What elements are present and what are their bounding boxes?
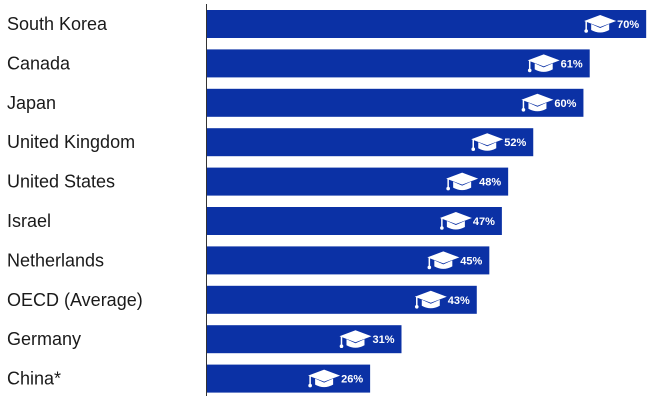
graduation-cap-icon (471, 133, 504, 151)
value-label: 43% (448, 295, 470, 307)
value-label: 47% (473, 216, 495, 228)
value-label: 26% (341, 374, 363, 386)
graduation-cap-icon (446, 172, 479, 191)
bar (207, 364, 371, 393)
category-label: Canada (7, 53, 71, 73)
bar-row: South Korea 70% (7, 10, 647, 38)
graduation-cap-icon (439, 212, 472, 230)
category-label: Germany (7, 329, 81, 349)
category-label: United Kingdom (7, 132, 135, 152)
bar-row: United States 48% (7, 167, 509, 196)
graduation-cap-icon (414, 290, 447, 309)
bar-row: United Kingdom 52% (7, 128, 534, 157)
value-label: 45% (460, 255, 482, 267)
category-label: Netherlands (7, 250, 104, 270)
category-label: China* (7, 369, 61, 389)
bar-row: Germany 31% (7, 325, 402, 354)
value-label: 48% (479, 177, 501, 189)
category-label: South Korea (7, 14, 108, 34)
bar (207, 49, 590, 78)
value-label: 61% (561, 58, 583, 70)
graduation-cap-icon (427, 251, 460, 270)
bar (207, 88, 584, 117)
category-label: OECD (Average) (7, 290, 143, 310)
bar-row: Israel 47% (7, 207, 502, 235)
graduation-cap-icon (527, 54, 560, 73)
value-label: 60% (554, 98, 576, 110)
bar-row: China* 26% (7, 364, 371, 393)
category-label: Japan (7, 93, 56, 113)
graduation-cap-icon (584, 15, 617, 33)
category-label: United States (7, 172, 115, 192)
bar-row: Japan 60% (7, 88, 584, 117)
value-label: 52% (504, 137, 526, 149)
bar-row: OECD (Average) 43% (7, 285, 477, 314)
bar-row: Netherlands 45% (7, 246, 490, 275)
category-label: Israel (7, 211, 51, 231)
bar (207, 128, 534, 157)
graduation-cap-icon (521, 93, 554, 112)
bar-row: Canada 61% (7, 49, 590, 78)
graduation-cap-icon (308, 369, 341, 388)
bar (207, 325, 402, 354)
value-label: 31% (372, 334, 394, 346)
bars-group: South Korea 70% Canada 61% Japan 60% United Ki… (7, 10, 647, 393)
value-label: 70% (617, 19, 639, 31)
graduation-cap-icon (339, 330, 372, 348)
bar (207, 10, 647, 38)
